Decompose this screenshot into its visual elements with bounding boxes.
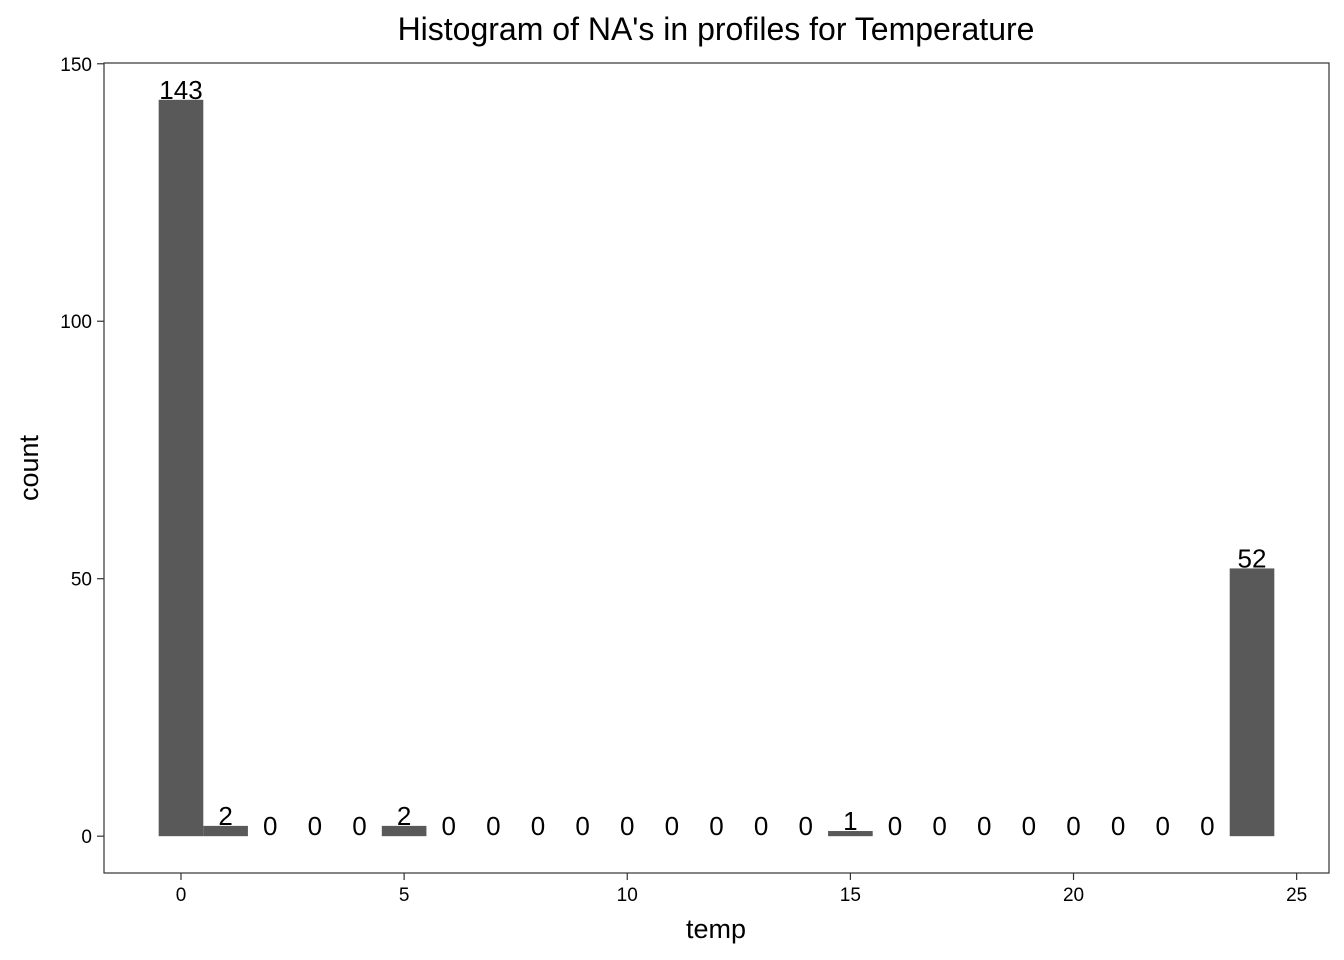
bar-value-label: 0 xyxy=(932,811,946,841)
bar-value-label: 52 xyxy=(1238,543,1267,573)
bar-value-label: 0 xyxy=(442,811,456,841)
bar-value-label: 0 xyxy=(486,811,500,841)
bar-value-label: 2 xyxy=(218,801,232,831)
x-axis: 0 5 10 15 20 25 xyxy=(176,873,1307,906)
bar-value-label: 0 xyxy=(620,811,634,841)
bar xyxy=(828,831,873,837)
y-tick-label: 50 xyxy=(71,570,92,591)
bar-value-label: 0 xyxy=(352,811,366,841)
bar-value-label: 2 xyxy=(397,801,411,831)
y-tick-label: 0 xyxy=(81,827,92,848)
bar xyxy=(381,825,427,837)
x-tick-label: 25 xyxy=(1286,885,1307,906)
y-axis: 0 50 100 150 xyxy=(60,55,104,848)
bar-value-label: 0 xyxy=(575,811,589,841)
x-tick-label: 0 xyxy=(176,885,187,906)
x-tick-label: 10 xyxy=(617,885,638,906)
bar-value-label: 0 xyxy=(308,811,322,841)
x-tick-label: 15 xyxy=(840,885,861,906)
x-tick-label: 20 xyxy=(1063,885,1084,906)
x-tick-label: 5 xyxy=(399,885,410,906)
bar-value-label: 0 xyxy=(709,811,723,841)
y-tick-label: 100 xyxy=(60,312,92,333)
bar-value-label: 0 xyxy=(977,811,991,841)
bar-group xyxy=(158,99,1275,837)
y-axis-title: count xyxy=(14,434,44,501)
bar-value-label: 0 xyxy=(888,811,902,841)
bar xyxy=(158,99,204,837)
bar-value-label: 143 xyxy=(159,75,202,105)
bar-value-label: 0 xyxy=(263,811,277,841)
bar-value-label: 0 xyxy=(665,811,679,841)
bar-value-label: 0 xyxy=(754,811,768,841)
bar-value-label: 0 xyxy=(1156,811,1170,841)
bar-value-label: 0 xyxy=(1022,811,1036,841)
bar xyxy=(1229,568,1275,837)
bar-value-label: 0 xyxy=(531,811,545,841)
x-axis-title: temp xyxy=(686,914,746,944)
y-tick-label: 150 xyxy=(60,55,92,76)
bar-value-label: 0 xyxy=(799,811,813,841)
bar-value-label: 0 xyxy=(1066,811,1080,841)
plot-panel xyxy=(103,62,1330,874)
chart-title: Histogram of NA's in profiles for Temper… xyxy=(398,11,1035,47)
bar-value-label: 0 xyxy=(1111,811,1125,841)
bar-value-label: 0 xyxy=(1200,811,1214,841)
bar xyxy=(203,825,248,837)
bar-value-label: 1 xyxy=(843,806,857,836)
